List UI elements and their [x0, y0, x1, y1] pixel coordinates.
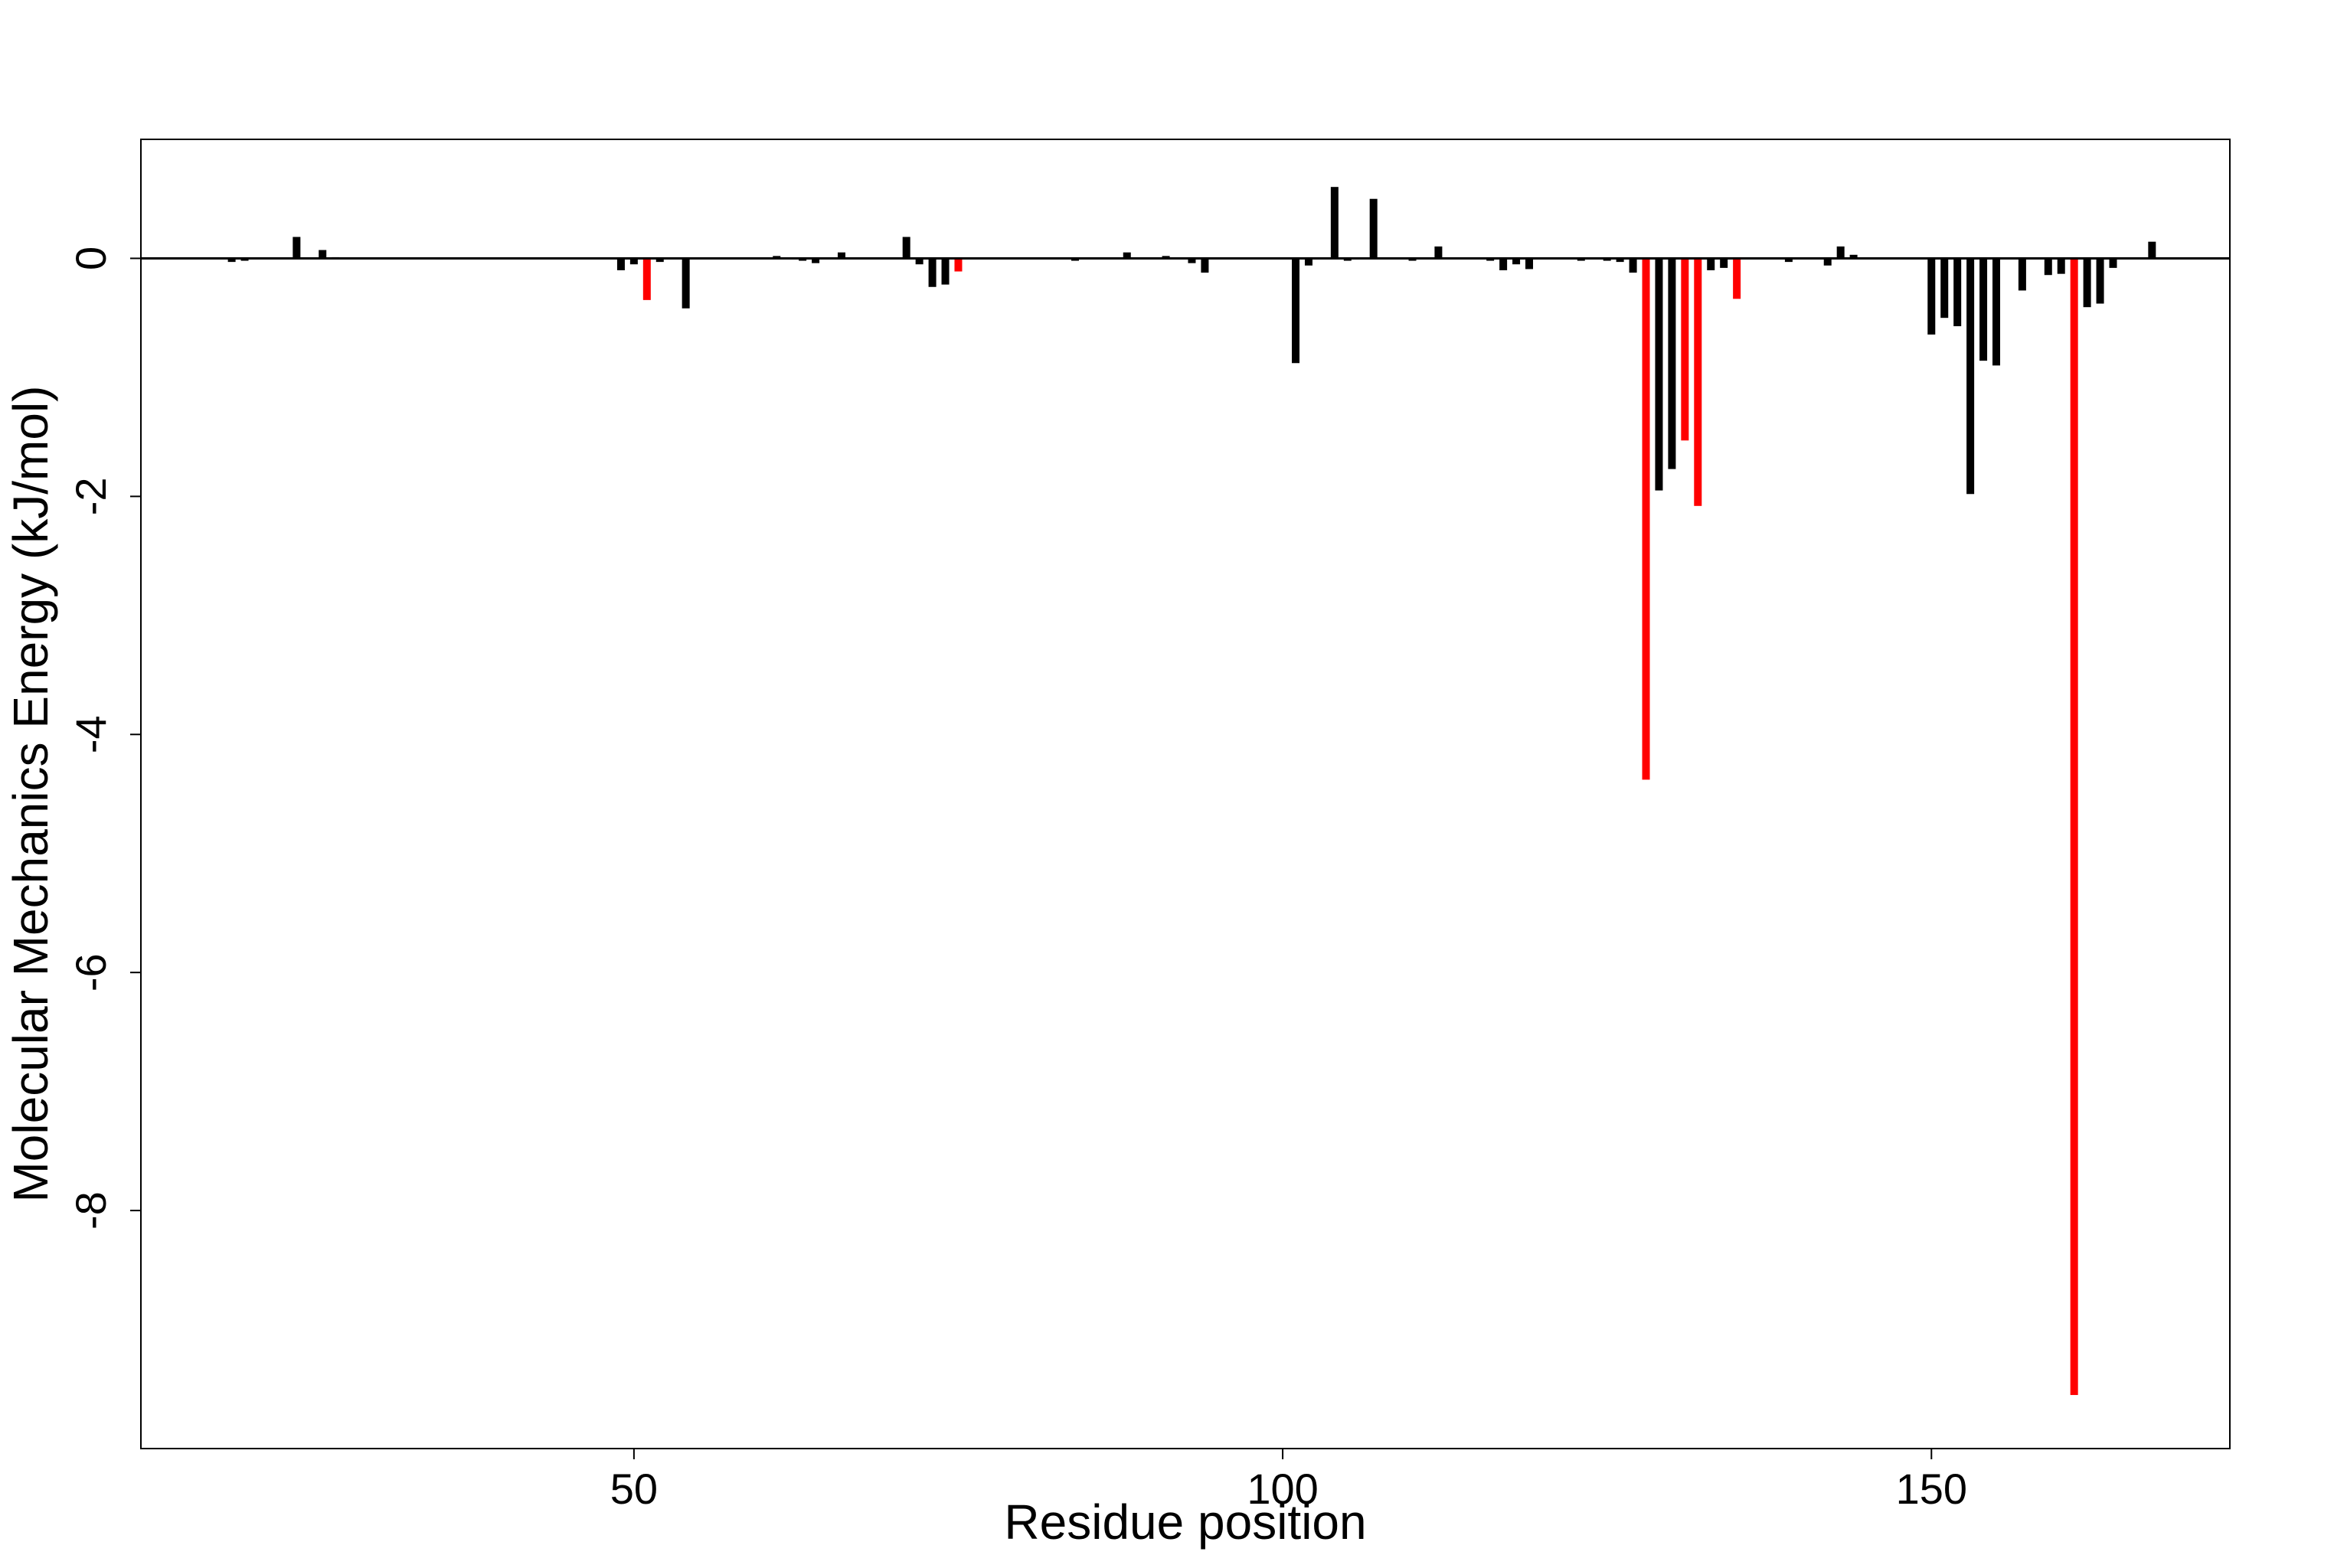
bar-residue-128 [1642, 258, 1650, 780]
bar-residue-152 [1953, 258, 1962, 327]
bar-residue-167 [2148, 241, 2156, 259]
bar-residue-142 [1823, 258, 1832, 266]
bar-residue-104 [1330, 187, 1339, 259]
bar-residue-84 [1071, 258, 1079, 261]
bar-residue-150 [1927, 258, 1936, 335]
bar-residue-51 [642, 258, 651, 300]
bar-residue-94 [1201, 258, 1209, 273]
bar-residue-75 [954, 258, 963, 272]
bar-residue-64 [812, 258, 820, 263]
bar-residue-143 [1836, 246, 1845, 259]
bar-residue-164 [2109, 258, 2117, 268]
bar-residue-123 [1577, 258, 1585, 261]
bar-residue-116 [1486, 258, 1495, 261]
bar-residue-49 [616, 258, 625, 270]
bar-residue-110 [1408, 258, 1417, 261]
bar-residue-157 [2018, 258, 2026, 291]
bar-residue-88 [1123, 252, 1131, 259]
x-tick-label: 150 [1896, 1465, 1967, 1513]
y-tick-label: 0 [67, 247, 115, 270]
bar-residue-119 [1525, 258, 1534, 270]
bar-residue-134 [1720, 258, 1728, 268]
bar-residue-91 [1162, 256, 1170, 259]
bar-residue-144 [1849, 254, 1858, 259]
bar-residue-151 [1940, 258, 1949, 318]
bar-residue-132 [1694, 258, 1702, 506]
bar-residue-130 [1668, 258, 1676, 469]
bar-residue-154 [1979, 258, 1988, 361]
bar-residue-52 [655, 258, 664, 263]
bar-residue-155 [1992, 258, 2001, 366]
bar-residue-74 [941, 258, 950, 285]
bar-residue-112 [1434, 246, 1443, 259]
bar-residue-19 [227, 258, 236, 263]
bar-residue-162 [2083, 258, 2091, 308]
bar-residue-159 [2044, 258, 2052, 276]
bar-residue-126 [1616, 258, 1624, 263]
x-tick-label: 50 [610, 1465, 658, 1513]
bar-residue-131 [1681, 258, 1689, 441]
bar-residue-117 [1499, 258, 1508, 270]
bar-residue-161 [2070, 258, 2078, 1396]
bar-residue-127 [1629, 258, 1637, 273]
bar-residue-20 [240, 258, 249, 261]
x-tick-label: 100 [1247, 1465, 1318, 1513]
plot-frame [140, 139, 2231, 1449]
bar-residue-135 [1733, 258, 1741, 299]
y-axis-title: Molecular Mechanics Energy (kJ/mol) [3, 386, 58, 1203]
y-tick-label: -4 [67, 715, 115, 753]
bar-residue-139 [1784, 258, 1793, 263]
y-tick-label: -2 [67, 477, 115, 515]
bars-group [227, 187, 2156, 1396]
bar-residue-66 [837, 252, 845, 259]
bar-residue-118 [1512, 258, 1521, 265]
bar-residue-125 [1603, 258, 1611, 261]
bar-residue-107 [1369, 198, 1378, 259]
bar-residue-102 [1304, 258, 1312, 266]
bar-residue-129 [1655, 258, 1663, 491]
y-axis-ticks: 0 -2 -4 -6 -8 [67, 247, 141, 1230]
bar-residue-73 [928, 258, 937, 287]
bar-residue-61 [773, 256, 781, 259]
bar-residue-105 [1343, 258, 1352, 261]
y-tick-label: -8 [67, 1191, 115, 1230]
bar-residue-63 [799, 258, 807, 261]
bar-residue-133 [1707, 258, 1715, 270]
bar-residue-54 [682, 258, 690, 309]
bar-residue-163 [2096, 258, 2104, 304]
bar-residue-26 [319, 250, 327, 259]
bar-residue-72 [915, 258, 923, 265]
bar-residue-24 [293, 237, 301, 259]
x-axis-ticks: 50 100 150 [610, 1449, 1967, 1513]
bar-residue-160 [2057, 258, 2065, 274]
bar-residue-71 [902, 237, 910, 259]
x-axis-title: Residue position [1004, 1494, 1366, 1550]
bar-residue-93 [1188, 258, 1196, 263]
y-tick-label: -6 [67, 953, 115, 991]
bar-residue-50 [629, 258, 638, 265]
bar-residue-153 [1966, 258, 1975, 495]
bar-residue-101 [1292, 258, 1300, 364]
